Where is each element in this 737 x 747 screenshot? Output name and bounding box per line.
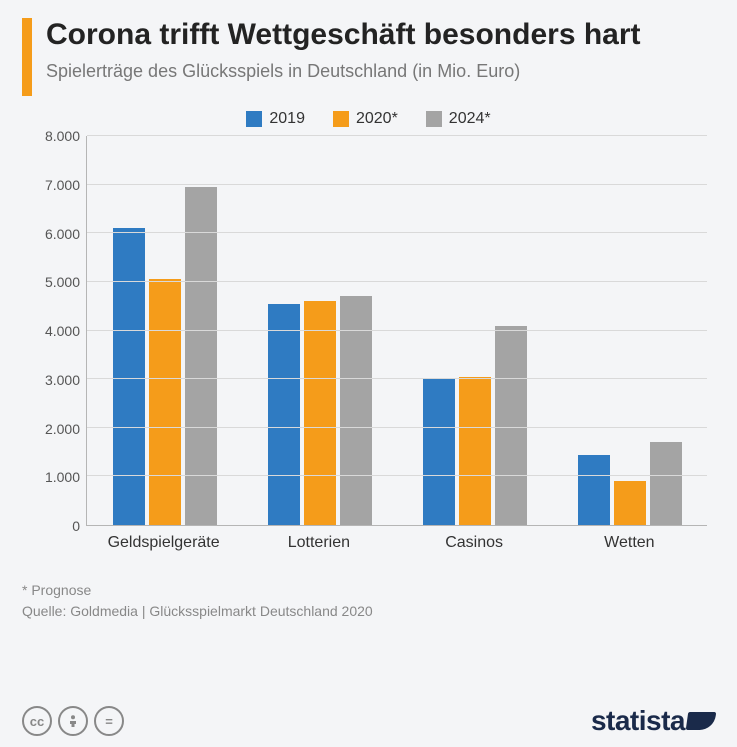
y-tick-label: 2.000 xyxy=(45,421,80,437)
legend-swatch xyxy=(246,111,262,127)
cc-nd-icon: = xyxy=(94,706,124,736)
bar xyxy=(459,377,491,525)
gridline xyxy=(87,281,707,282)
y-tick-label: 4.000 xyxy=(45,323,80,339)
footnote-prognose: * Prognose xyxy=(22,580,715,601)
bar xyxy=(304,301,336,525)
bar xyxy=(149,279,181,525)
legend-item: 2019 xyxy=(246,110,305,128)
legend-swatch xyxy=(426,111,442,127)
legend-label: 2019 xyxy=(269,110,305,128)
page-title: Corona trifft Wettgeschäft besonders har… xyxy=(46,18,715,53)
x-tick-label: Lotterien xyxy=(241,526,396,566)
footnote: * Prognose Quelle: Goldmedia | Glücksspi… xyxy=(22,580,715,622)
bar xyxy=(113,228,145,525)
legend-item: 2024* xyxy=(426,110,491,128)
bar xyxy=(185,187,217,525)
bar-group xyxy=(87,136,242,525)
x-tick-label: Wetten xyxy=(552,526,707,566)
y-tick-label: 6.000 xyxy=(45,226,80,242)
footnote-source: Quelle: Goldmedia | Glücksspielmarkt Deu… xyxy=(22,601,715,622)
gridline xyxy=(87,135,707,136)
gridline xyxy=(87,184,707,185)
x-axis: GeldspielgeräteLotterienCasinosWetten xyxy=(86,526,707,566)
legend-label: 2024* xyxy=(449,110,491,128)
bar-group xyxy=(397,136,552,525)
gridline xyxy=(87,378,707,379)
bar xyxy=(614,481,646,525)
bar-groups xyxy=(87,136,707,525)
page-subtitle: Spielerträge des Glücksspiels in Deutsch… xyxy=(46,61,715,82)
y-tick-label: 7.000 xyxy=(45,177,80,193)
y-tick-label: 1.000 xyxy=(45,469,80,485)
gridline xyxy=(87,475,707,476)
bar xyxy=(650,442,682,525)
gridline xyxy=(87,232,707,233)
statista-logo: statista xyxy=(591,705,715,737)
y-axis: 01.0002.0003.0004.0005.0006.0007.0008.00… xyxy=(30,136,86,526)
y-tick-label: 5.000 xyxy=(45,274,80,290)
bar-group xyxy=(242,136,397,525)
x-tick-label: Casinos xyxy=(397,526,552,566)
y-tick-label: 8.000 xyxy=(45,128,80,144)
x-tick-label: Geldspielgeräte xyxy=(86,526,241,566)
y-tick-label: 3.000 xyxy=(45,372,80,388)
gridline xyxy=(87,330,707,331)
legend: 2019 2020* 2024* xyxy=(22,110,715,128)
legend-item: 2020* xyxy=(333,110,398,128)
y-tick-label: 0 xyxy=(72,518,80,534)
statista-wave-icon xyxy=(686,712,717,730)
plot-area xyxy=(86,136,707,526)
cc-cc-icon: cc xyxy=(22,706,52,736)
accent-bar xyxy=(22,18,32,96)
legend-swatch xyxy=(333,111,349,127)
bar xyxy=(268,304,300,525)
statista-text: statista xyxy=(591,705,685,737)
cc-license: cc = xyxy=(22,706,124,736)
bar-group xyxy=(552,136,707,525)
cc-by-icon xyxy=(58,706,88,736)
bar xyxy=(578,455,610,526)
gridline xyxy=(87,427,707,428)
bar xyxy=(423,379,455,525)
bar xyxy=(495,326,527,525)
legend-label: 2020* xyxy=(356,110,398,128)
bar-chart: 01.0002.0003.0004.0005.0006.0007.0008.00… xyxy=(30,136,707,566)
bar xyxy=(340,296,372,525)
